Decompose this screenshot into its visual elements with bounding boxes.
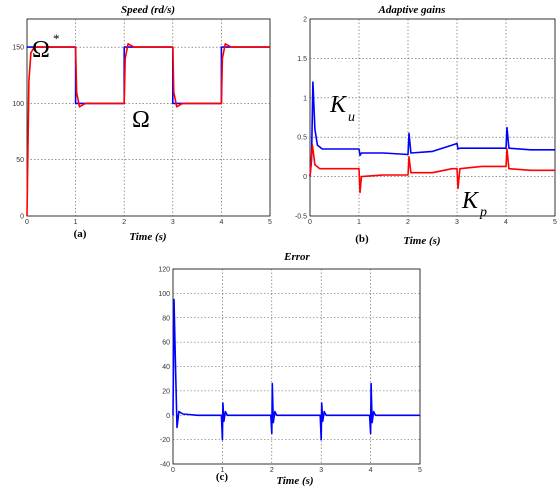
series-line [172, 298, 420, 441]
panel-label: (a) [74, 228, 87, 240]
x-tick-label: 1 [357, 219, 361, 226]
y-tick-label: 100 [158, 291, 170, 298]
chart-title: Speed (rd/s) [121, 4, 175, 16]
x-tick-label: 1 [220, 467, 224, 474]
y-tick-label: 0 [166, 413, 170, 420]
y-tick-label: 120 [158, 267, 170, 274]
x-tick-label: 4 [504, 219, 508, 226]
x-axis-label: Time (s) [276, 475, 313, 487]
panel-label: (c) [216, 471, 229, 483]
x-tick-label: 0 [308, 219, 312, 226]
x-tick-label: 3 [319, 467, 323, 474]
y-tick-label: 20 [162, 388, 170, 395]
panel-label: (b) [355, 233, 369, 245]
annotation-k-p-subscript: p [479, 205, 487, 220]
x-tick-label: 0 [171, 467, 175, 474]
x-tick-label: 4 [369, 467, 373, 474]
y-tick-label: 40 [162, 364, 170, 371]
x-tick-label: 3 [455, 219, 459, 226]
annotation-k-u: K [329, 92, 348, 118]
x-tick-label: 4 [219, 219, 223, 226]
series-line [309, 144, 555, 194]
plot-area [26, 18, 271, 217]
adaptive-gains-chart: Adaptive gains Time (s) (b) 0 1 2 3 4 5-0.500… [295, 4, 557, 247]
x-tick-label: 5 [553, 219, 557, 226]
x-tick-label: 2 [270, 467, 274, 474]
y-tick-label: 1.5 [297, 56, 307, 63]
annotation-omega: Ω [132, 107, 150, 133]
x-tick-label: 2 [122, 219, 126, 226]
y-tick-label: 80 [162, 315, 170, 322]
y-tick-label: 0 [303, 174, 307, 181]
x-tick-label: 5 [418, 467, 422, 474]
series-line [26, 42, 270, 217]
y-tick-label: 100 [12, 101, 24, 108]
y-tick-label: 0 [20, 214, 24, 221]
x-axis-label: Time (s) [129, 231, 166, 243]
y-tick-label: -0.5 [295, 214, 307, 221]
y-tick-label: 1 [303, 95, 307, 102]
chart-title: Adaptive gains [378, 4, 446, 16]
annotation-k-p: K [461, 188, 480, 214]
speed-chart: Speed (rd/s) Time (s) (a) 0 1 2 3 4 505010015… [12, 4, 272, 243]
annotation-omega-star-superscript: * [53, 31, 60, 46]
y-tick-label: -40 [160, 462, 170, 469]
y-tick-label: 0.5 [297, 135, 307, 142]
chart-title: Error [283, 251, 310, 263]
error-chart: Error Time (s) (c) 0 1 2 3 4 5 -40 -20 0 20 40 60 80… [158, 251, 422, 487]
x-tick-label: 5 [268, 219, 272, 226]
series-line [309, 81, 555, 177]
annotation-omega-star: Ω [32, 37, 50, 63]
y-tick-label: 50 [16, 157, 24, 164]
x-axis-label: Time (s) [403, 235, 440, 247]
x-tick-label: 3 [171, 219, 175, 226]
y-tick-label: 150 [12, 45, 24, 52]
x-tick-label: 2 [406, 219, 410, 226]
y-tick-label: 2 [303, 17, 307, 24]
plot-area [309, 18, 556, 217]
x-tick-label: 0 [25, 219, 29, 226]
y-tick-label: 60 [162, 340, 170, 347]
x-tick-label: 1 [74, 219, 78, 226]
annotation-k-u-subscript: u [348, 110, 355, 125]
y-tick-label: -20 [160, 437, 170, 444]
